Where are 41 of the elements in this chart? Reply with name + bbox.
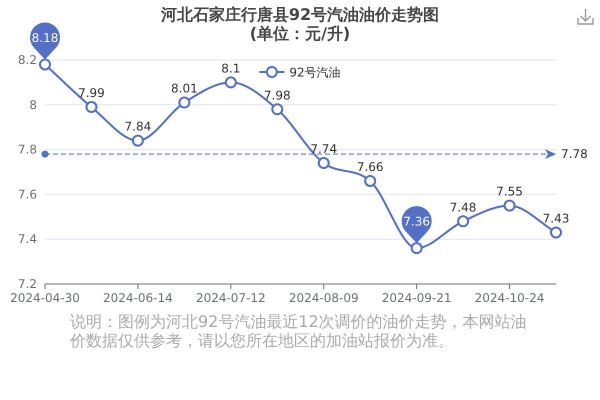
point: [457, 215, 470, 228]
x-tick-label: 2024-10-24: [474, 291, 544, 305]
y-tick-label: 8: [29, 98, 37, 112]
y-tick-label: 8.2: [18, 53, 37, 67]
x-tick-label: 2024-06-14: [103, 291, 173, 305]
data-label: 7.43: [542, 211, 570, 226]
chart-subtitle: (单位：元/升): [250, 24, 350, 43]
point: [85, 101, 98, 114]
chart-title: 河北石家庄行唐县92号汽油油价走势图: [160, 5, 440, 24]
point: [364, 174, 376, 187]
point: [178, 96, 190, 109]
point: [550, 226, 562, 238]
y-tick-label: 7.6: [18, 187, 37, 202]
y-tick-label: 7.2: [18, 277, 37, 291]
data-label: 7.55: [496, 184, 523, 199]
point: [318, 157, 330, 170]
data-label: 7.84: [124, 120, 152, 134]
x-tick-label: 2024-09-21: [382, 291, 452, 305]
data-label: 8.01: [171, 82, 198, 96]
text: 说明：图例为河北92号汽油最近12次调价的油价走势，本网站油价数据仅供参考，请以您所在地区的加油站报价为准。: [70, 312, 528, 350]
data-label: 7.66: [356, 160, 384, 174]
point: [504, 200, 516, 212]
x-tick-label: 2024-04-30: [10, 291, 80, 305]
legend-label: 92号汽油: [289, 66, 341, 80]
point: [271, 103, 284, 116]
data-label: 8.1: [221, 61, 240, 76]
annotation: 7.36: [403, 214, 430, 229]
point: [132, 134, 144, 147]
annotation: 8.18: [32, 30, 58, 45]
point: [39, 58, 51, 70]
point: [224, 76, 237, 88]
point: [410, 242, 423, 254]
x-tick-label: 2024-07-12: [196, 291, 266, 305]
data-label: 7.74: [310, 142, 338, 156]
y-tick-label: 7.8: [18, 142, 37, 157]
data-label: 7.99: [78, 86, 105, 100]
data-label: 7.98: [264, 88, 291, 102]
data-label: 7.48: [450, 200, 476, 214]
x-tick-label: 2024-08-09: [288, 291, 359, 305]
ref-line-label: 7.78: [561, 147, 588, 162]
y-tick-label: 7.4: [18, 232, 37, 246]
